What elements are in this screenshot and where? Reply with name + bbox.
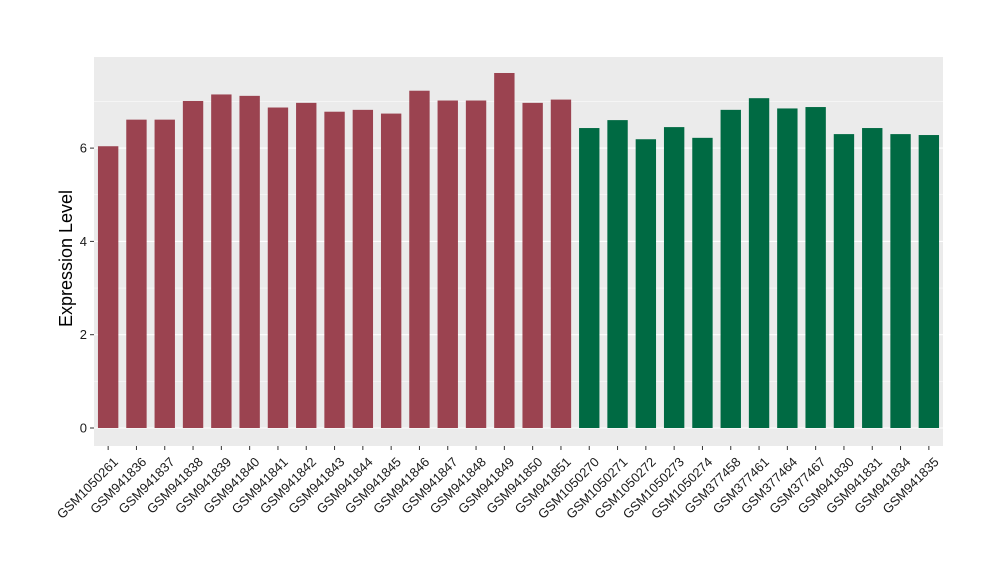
- bar-GSM941834: [890, 134, 911, 429]
- bar-GSM377461: [748, 98, 770, 428]
- bar-GSM941831: [862, 128, 883, 428]
- y-axis: 0 2 4 6: [80, 141, 94, 436]
- bar-GSM1050261: [97, 146, 119, 428]
- bar-GSM377464: [777, 108, 798, 428]
- bar-GSM1050271: [607, 120, 628, 429]
- bar-GSM941837: [154, 119, 175, 429]
- bar-GSM941838: [182, 100, 204, 429]
- bar-GSM941830: [833, 134, 855, 429]
- y-tick-label: 6: [80, 141, 87, 156]
- bar-GSM941844: [352, 109, 374, 429]
- y-tick-label: 0: [80, 421, 87, 436]
- bar-GSM941849: [494, 72, 515, 428]
- x-axis: GSM1050261GSM941836GSM941837GSM941838GSM…: [54, 446, 942, 522]
- bar-GSM941850: [522, 102, 543, 429]
- y-axis-title: Expression Level: [56, 190, 76, 327]
- y-tick-label: 4: [80, 234, 87, 249]
- bar-GSM941843: [324, 111, 345, 428]
- y-tick-label: 2: [80, 327, 87, 342]
- bars: [97, 72, 940, 429]
- bar-GSM941851: [550, 99, 572, 429]
- bar-GSM941847: [437, 100, 458, 428]
- bar-GSM941845: [380, 113, 402, 428]
- bar-GSM941835: [918, 135, 940, 428]
- bar-GSM941836: [126, 119, 147, 429]
- bar-GSM1050274: [692, 137, 713, 428]
- bar-GSM377458: [720, 109, 741, 429]
- bar-GSM941848: [465, 100, 487, 428]
- bar-GSM941846: [409, 90, 430, 429]
- bar-GSM941840: [239, 95, 260, 429]
- bar-GSM941839: [211, 94, 232, 428]
- bar-GSM1050270: [579, 128, 600, 428]
- bar-GSM941842: [296, 102, 317, 429]
- bar-GSM941841: [267, 107, 289, 429]
- bar-GSM1050272: [635, 139, 657, 428]
- bar-GSM1050273: [663, 127, 685, 429]
- bar-GSM377467: [805, 107, 826, 428]
- gridlines: [94, 101, 943, 429]
